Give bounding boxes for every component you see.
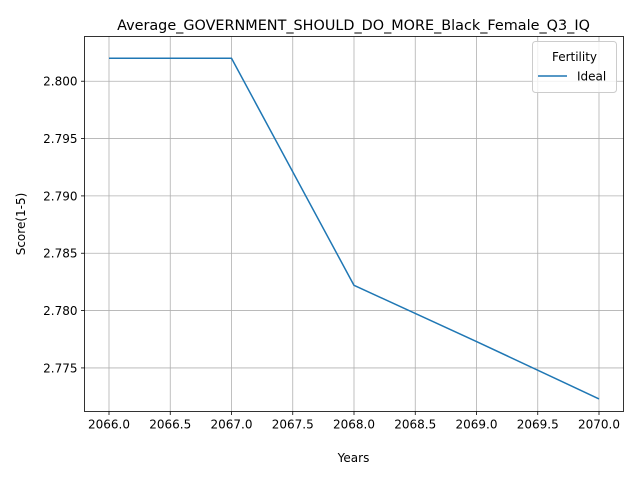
x-axis-label: Years bbox=[337, 451, 370, 465]
x-axis-ticks: 2066.0 2066.5 2067.0 2067.5 2068.0 2068.5 2069… bbox=[88, 411, 620, 432]
x-tick-label: 2066.5 bbox=[149, 418, 191, 432]
x-tick-label: 2070.0 bbox=[578, 418, 620, 432]
y-tick-label: 2.795 bbox=[43, 132, 77, 146]
y-tick-label: 2.780 bbox=[43, 304, 77, 318]
y-tick-label: 2.790 bbox=[43, 189, 77, 203]
series-lines bbox=[109, 57, 600, 400]
legend-box bbox=[532, 41, 617, 93]
x-tick-label: 2069.0 bbox=[456, 418, 498, 432]
series-line-ideal bbox=[109, 57, 600, 400]
y-tick-label: 2.800 bbox=[43, 75, 77, 89]
y-axis-label: Score(1-5) bbox=[14, 193, 28, 256]
x-tick-label: 2066.0 bbox=[88, 418, 130, 432]
x-tick-label: 2067.5 bbox=[272, 418, 314, 432]
legend-title: Fertility bbox=[552, 50, 597, 64]
legend: Fertility Ideal bbox=[532, 41, 617, 93]
x-tick-label: 2068.5 bbox=[394, 418, 436, 432]
y-tick-label: 2.785 bbox=[43, 247, 77, 261]
chart-title: Average_GOVERNMENT_SHOULD_DO_MORE_Black_… bbox=[117, 18, 590, 34]
x-tick-label: 2069.5 bbox=[517, 418, 559, 432]
y-axis-ticks: 2.775 2.780 2.785 2.790 2.795 2.800 bbox=[43, 75, 85, 375]
x-tick-label: 2067.0 bbox=[211, 418, 253, 432]
legend-label-ideal: Ideal bbox=[577, 70, 606, 84]
x-tick-label: 2068.0 bbox=[333, 418, 375, 432]
y-tick-label: 2.775 bbox=[43, 361, 77, 375]
